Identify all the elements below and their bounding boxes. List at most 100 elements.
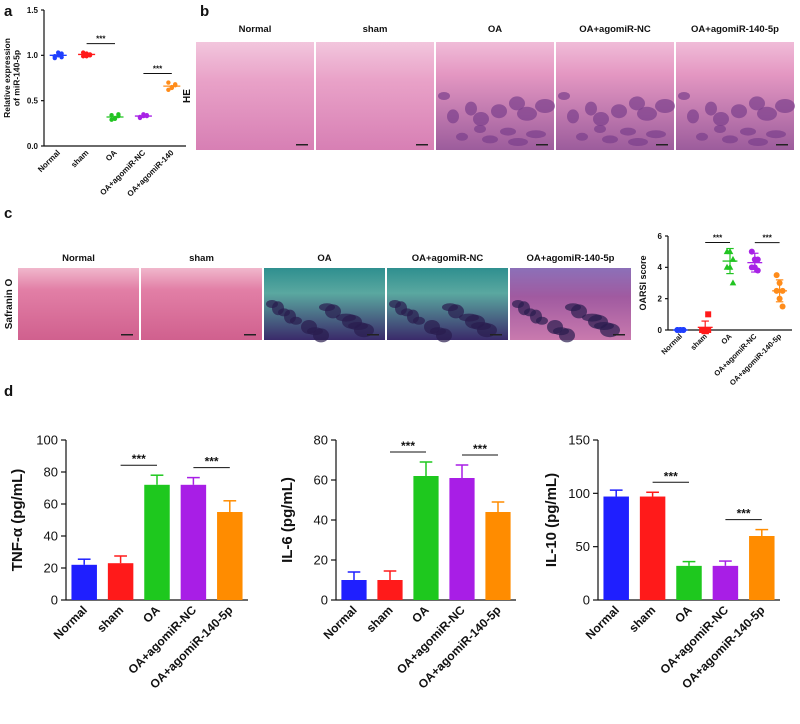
micrograph-detail [491,104,507,119]
x-tick-label: sham [69,148,90,169]
micrograph-detail [571,304,587,319]
micrograph-label: OA+agomiR-140-5p [527,253,615,264]
data-point [729,279,737,286]
micrograph-label: sham [363,24,388,35]
data-point [754,256,761,263]
micrograph-label: OA [488,24,502,35]
micrograph-detail [775,99,795,113]
data-point [84,54,89,59]
y-tick-label: 0 [321,593,328,608]
micrograph-detail [500,127,516,136]
bar [676,565,702,600]
micrograph-detail [517,106,537,121]
data-point [779,303,786,310]
micrograph-detail [749,96,765,111]
micrograph-detail [482,135,498,144]
data-point [109,117,114,122]
micrograph-label: Normal [62,253,95,264]
micrograph-detail [473,112,489,126]
x-tick-label: sham [94,603,126,635]
micrograph-detail [731,104,747,119]
y-axis-label: IL-6 (pg/mL) [279,477,296,563]
micrograph-detail [705,101,717,116]
bar [377,580,403,600]
y-tick-label: 0 [583,593,590,608]
micrograph-detail [436,328,452,343]
micrograph-detail [620,127,636,136]
data-point [59,51,64,56]
y-tick-label: 40 [314,513,328,528]
scale-bar [656,144,668,146]
micrograph-detail [526,130,546,139]
scale-bar [296,144,308,146]
x-tick-label: OA [104,148,119,163]
x-tick-label: Normal [659,332,684,357]
data-point [169,85,174,91]
micrograph-detail [722,135,738,144]
data-point [112,116,118,122]
bar [413,476,439,600]
y-axis-label: of miR-140-5p [12,50,22,106]
micrograph-detail [714,125,726,133]
panel-letter: a [4,3,13,20]
y-tick-label: 150 [568,433,590,448]
bar [749,536,775,600]
x-tick-label: Normal [36,148,62,174]
y-axis-label: Relative expression [2,38,12,118]
scale-bar [121,334,133,336]
micrograph-detail [447,109,459,124]
y-tick-label: 1.5 [27,6,39,15]
micrograph-detail [748,138,768,146]
micrograph-detail [313,328,329,343]
x-tick-label: OA+agomiR-NC [712,331,759,378]
x-tick-label: sham [689,332,709,352]
micrograph-detail [474,125,486,133]
significance-label: *** [205,455,219,469]
data-point [56,50,61,55]
significance-label: *** [96,35,106,44]
significance-label: *** [737,507,751,521]
x-tick-label: OA [140,603,163,626]
x-tick-label: Normal [583,603,622,642]
significance-label: *** [664,469,678,483]
micrograph-label: OA+agomiR-140-5p [691,24,779,35]
y-tick-label: 60 [44,497,58,512]
x-tick-label: OA [672,603,695,626]
bar [341,580,367,600]
significance-label: *** [713,234,723,243]
micrograph-detail [611,104,627,119]
x-tick-label: Normal [321,603,360,642]
y-axis-label: OARSI score [638,255,648,310]
panel-letter: b [200,3,209,20]
stain-label: HE [182,89,193,103]
micrograph-label: OA+agomiR-NC [412,253,484,264]
y-tick-label: 2 [658,294,663,303]
micrograph-detail [567,109,579,124]
micrograph-detail [740,127,756,136]
significance-label: *** [473,442,487,456]
micrograph [316,42,434,150]
micrograph-detail [576,132,588,141]
y-tick-label: 50 [576,539,590,554]
data-point [773,272,780,279]
micrograph-detail [678,92,690,100]
micrograph-detail [757,106,777,121]
y-tick-label: 6 [658,232,663,241]
data-point [166,80,171,85]
micrograph-detail [766,130,786,139]
x-tick-label: sham [364,603,396,635]
y-tick-label: 0 [51,593,58,608]
scale-bar [490,334,502,336]
scale-bar [776,144,788,146]
micrograph-detail [290,316,302,325]
micrograph-detail [585,101,597,116]
micrograph-detail [646,130,666,139]
data-point [166,87,171,92]
data-point [141,112,146,117]
y-axis-label: IL-10 (pg/mL) [543,473,560,567]
micrograph-detail [558,92,570,100]
micrograph-detail [465,101,477,116]
micrograph [18,268,139,340]
micrograph-detail [593,112,609,126]
